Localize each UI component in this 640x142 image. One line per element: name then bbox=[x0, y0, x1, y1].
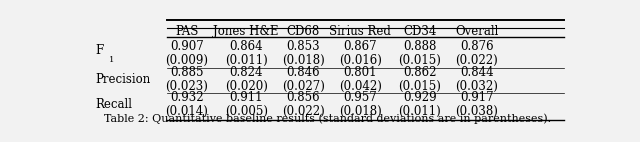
Text: 0.867: 0.867 bbox=[344, 40, 377, 53]
Text: (0.011): (0.011) bbox=[398, 105, 441, 118]
Text: 0.853: 0.853 bbox=[286, 40, 320, 53]
Text: F: F bbox=[95, 44, 103, 57]
Text: CD34: CD34 bbox=[403, 25, 436, 38]
Text: (0.016): (0.016) bbox=[339, 54, 381, 67]
Text: 0.888: 0.888 bbox=[403, 40, 436, 53]
Text: CD68: CD68 bbox=[287, 25, 320, 38]
Text: 0.801: 0.801 bbox=[344, 66, 377, 79]
Text: 0.932: 0.932 bbox=[170, 91, 204, 104]
Text: (0.038): (0.038) bbox=[456, 105, 498, 118]
Text: (0.027): (0.027) bbox=[282, 80, 324, 93]
Text: (0.005): (0.005) bbox=[225, 105, 268, 118]
Text: Overall: Overall bbox=[455, 25, 499, 38]
Text: Sirius Red: Sirius Red bbox=[330, 25, 391, 38]
Text: (0.018): (0.018) bbox=[282, 54, 324, 67]
Text: Table 2: Quantitative baseline results (standard deviations are in parentheses).: Table 2: Quantitative baseline results (… bbox=[104, 113, 552, 124]
Text: 0.856: 0.856 bbox=[286, 91, 320, 104]
Text: (0.023): (0.023) bbox=[165, 80, 208, 93]
Text: PAS: PAS bbox=[175, 25, 198, 38]
Text: 0.846: 0.846 bbox=[286, 66, 320, 79]
Text: 0.824: 0.824 bbox=[229, 66, 263, 79]
Text: (0.032): (0.032) bbox=[456, 80, 498, 93]
Text: (0.009): (0.009) bbox=[165, 54, 208, 67]
Text: (0.022): (0.022) bbox=[282, 105, 324, 118]
Text: Jones H&E: Jones H&E bbox=[213, 25, 279, 38]
Text: (0.011): (0.011) bbox=[225, 54, 268, 67]
Text: 0.907: 0.907 bbox=[170, 40, 204, 53]
Text: 0.929: 0.929 bbox=[403, 91, 436, 104]
Text: (0.015): (0.015) bbox=[398, 54, 441, 67]
Text: Precision: Precision bbox=[95, 73, 150, 86]
Text: 0.864: 0.864 bbox=[229, 40, 263, 53]
Text: 0.876: 0.876 bbox=[460, 40, 493, 53]
Text: (0.018): (0.018) bbox=[339, 105, 381, 118]
Text: (0.015): (0.015) bbox=[398, 80, 441, 93]
Text: (0.042): (0.042) bbox=[339, 80, 381, 93]
Text: 0.917: 0.917 bbox=[460, 91, 493, 104]
Text: Recall: Recall bbox=[95, 98, 132, 111]
Text: 0.862: 0.862 bbox=[403, 66, 436, 79]
Text: 0.957: 0.957 bbox=[344, 91, 377, 104]
Text: (0.022): (0.022) bbox=[456, 54, 498, 67]
Text: 0.911: 0.911 bbox=[229, 91, 263, 104]
Text: (0.014): (0.014) bbox=[165, 105, 208, 118]
Text: 0.844: 0.844 bbox=[460, 66, 493, 79]
Text: 1: 1 bbox=[109, 56, 114, 64]
Text: 0.885: 0.885 bbox=[170, 66, 204, 79]
Text: (0.020): (0.020) bbox=[225, 80, 268, 93]
